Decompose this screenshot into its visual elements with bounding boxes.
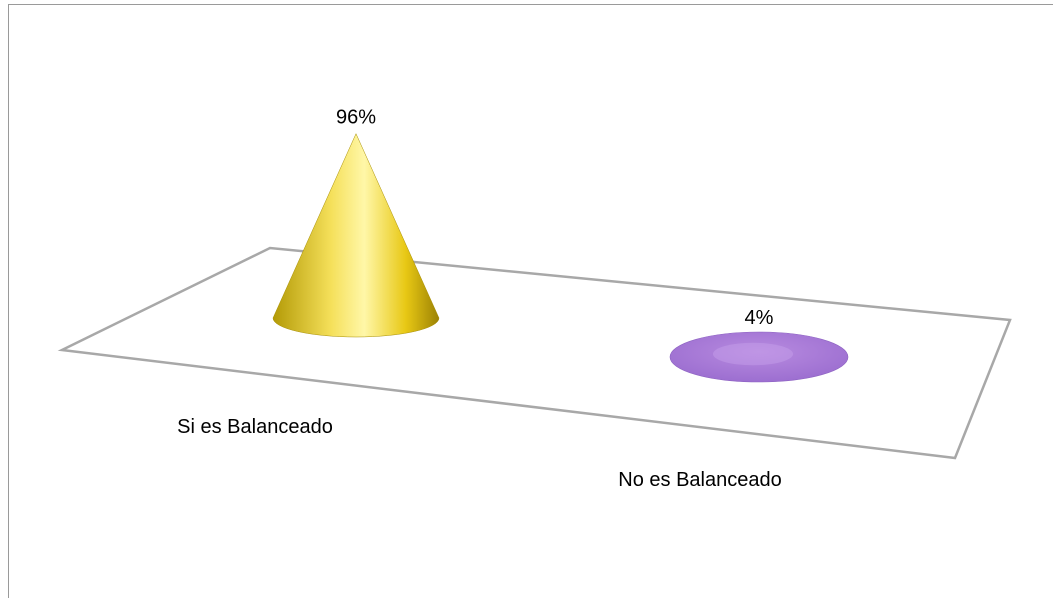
data-label-1: 96% [336,107,376,129]
chart-border [8,4,1053,598]
cone-2 [669,331,849,383]
cone-base-2 [669,331,849,383]
cone-highlight-2 [712,342,794,366]
category-label-1: Si es Balanceado [177,416,333,438]
category-label-2: No es Balanceado [618,469,781,491]
data-label-2: 4% [745,307,774,329]
cone-1 [272,133,440,338]
cone-body-1 [272,133,440,338]
